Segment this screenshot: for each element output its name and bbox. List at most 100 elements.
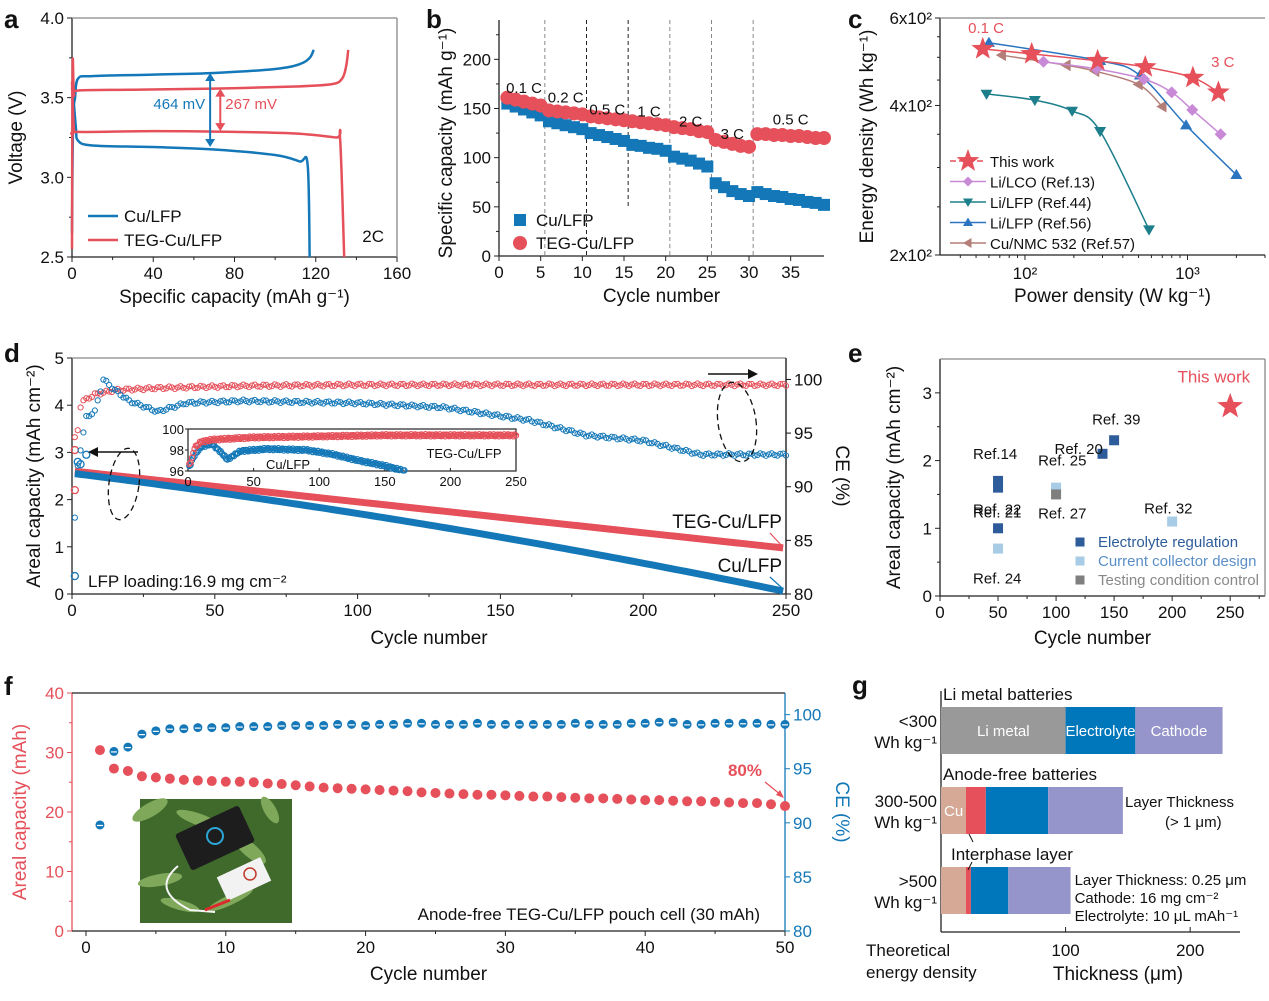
ce-point: [445, 406, 453, 413]
inset-y-tick-label: 100: [162, 422, 184, 437]
legend-label: Li/LCO (Ref.13): [990, 175, 1095, 192]
y-tick-label: 2x10²: [889, 246, 932, 265]
ce-point: [285, 382, 293, 390]
x-tick-label: 0: [935, 603, 944, 622]
ce-point: [757, 380, 764, 387]
ce-point: [714, 450, 721, 457]
panel-letter: d: [4, 338, 20, 368]
x-tick-label: 5: [536, 263, 545, 282]
y-tick-label: 4x10²: [889, 96, 932, 115]
legend-label: Li/LFP (Ref.56): [990, 216, 1091, 233]
energy-density-label: >500: [899, 872, 937, 891]
ce-point: [671, 381, 678, 388]
ce-point: [234, 384, 241, 391]
data-point: [70, 486, 80, 495]
data-point: [576, 123, 589, 136]
ce-point: [414, 383, 421, 390]
bar-segment: [970, 867, 1009, 914]
capacity-point: [136, 771, 147, 782]
voltage-gap-label: 267 mV: [225, 96, 277, 113]
ce-point: [460, 381, 467, 388]
ce-point: [151, 408, 158, 415]
ce-point: [423, 382, 430, 389]
ce-point: [428, 381, 435, 388]
ce-point: [260, 381, 267, 388]
capacity-point: [276, 779, 287, 790]
capacity-point: [514, 790, 525, 801]
ce-point: [665, 382, 673, 389]
x-tick-label: 200: [1176, 941, 1204, 960]
layer-note: Electrolyte: 10 μL mAh⁻¹: [1075, 908, 1239, 925]
y-tick-label: 6x10²: [889, 9, 932, 28]
inset-x-tick-label: 150: [374, 474, 396, 489]
capacity-point: [444, 788, 455, 799]
ce-point: [323, 398, 330, 405]
ce-point: [597, 381, 604, 388]
point-label: Ref. 24: [973, 571, 1021, 588]
ce-point: [523, 416, 530, 423]
pointer-line: [968, 833, 974, 843]
ce-point: [360, 382, 367, 389]
ce-point: [228, 397, 236, 404]
x-tick-label: 15: [615, 263, 634, 282]
x-tick-label: 100: [343, 601, 371, 620]
capacity-point: [528, 791, 539, 802]
ce-point: [371, 401, 378, 409]
ce-point: [166, 403, 173, 411]
y-tick-label: 2.5: [40, 248, 64, 267]
data-point: [1165, 86, 1178, 99]
bar-segment: [1135, 707, 1223, 754]
y-tick-label: 95: [793, 760, 812, 779]
ce-point: [523, 381, 530, 388]
inset-x-tick-label: 100: [308, 474, 330, 489]
ce-point: [614, 436, 621, 443]
ce-point: [180, 401, 187, 408]
ce-point: [634, 382, 641, 389]
capacity-point: [780, 801, 790, 812]
ce-point: [634, 437, 641, 444]
ce-point: [243, 382, 250, 389]
ce-point: [203, 384, 210, 392]
ce-point: [745, 380, 752, 388]
capacity-point: [500, 790, 511, 801]
capacity-point: [234, 776, 245, 787]
ce-point: [71, 514, 78, 521]
ce-point: [323, 381, 330, 388]
x-axis-title: Thickness (μm): [1053, 964, 1183, 985]
ce-point: [100, 376, 107, 383]
ce-point: [408, 380, 415, 387]
ce-point: [574, 430, 581, 437]
voltage-gap-label: 464 mV: [153, 96, 205, 113]
y-axis-note: Theoretical: [866, 941, 950, 960]
layer-note: Layer Thickness: 0.25 μm: [1075, 872, 1247, 889]
ce-point: [108, 385, 116, 392]
inset-point: [512, 432, 520, 439]
capacity-point: [206, 776, 217, 787]
ce-point: [91, 407, 98, 414]
rate-label: 3 C: [721, 126, 745, 143]
x-axis-title: Specific capacity (mAh g⁻¹): [119, 287, 350, 308]
legend-marker: [514, 214, 526, 226]
data-point: [980, 89, 993, 100]
ce-point: [460, 406, 467, 413]
x-tick-label: 50: [989, 603, 1008, 622]
leaf-shape: [260, 796, 280, 824]
data-point: [1133, 55, 1157, 77]
data-point: [82, 450, 91, 459]
charge-curve: [70, 49, 350, 250]
ce-point: [503, 380, 510, 388]
inset-point: [508, 431, 516, 438]
ce-point: [103, 377, 110, 384]
legend-label: TEG-Cu/LFP: [536, 234, 634, 253]
capacity-point: [374, 784, 385, 795]
ce-point: [503, 412, 510, 419]
ce-point: [534, 418, 541, 425]
data-point: [1137, 73, 1150, 86]
data-point: [1167, 516, 1178, 527]
ce-point: [308, 383, 316, 390]
capacity-point: [612, 793, 623, 804]
legend-label: Cu/LFP: [536, 211, 594, 230]
ce-point: [688, 450, 695, 457]
ce-point: [414, 404, 421, 411]
ce-point: [577, 380, 584, 387]
